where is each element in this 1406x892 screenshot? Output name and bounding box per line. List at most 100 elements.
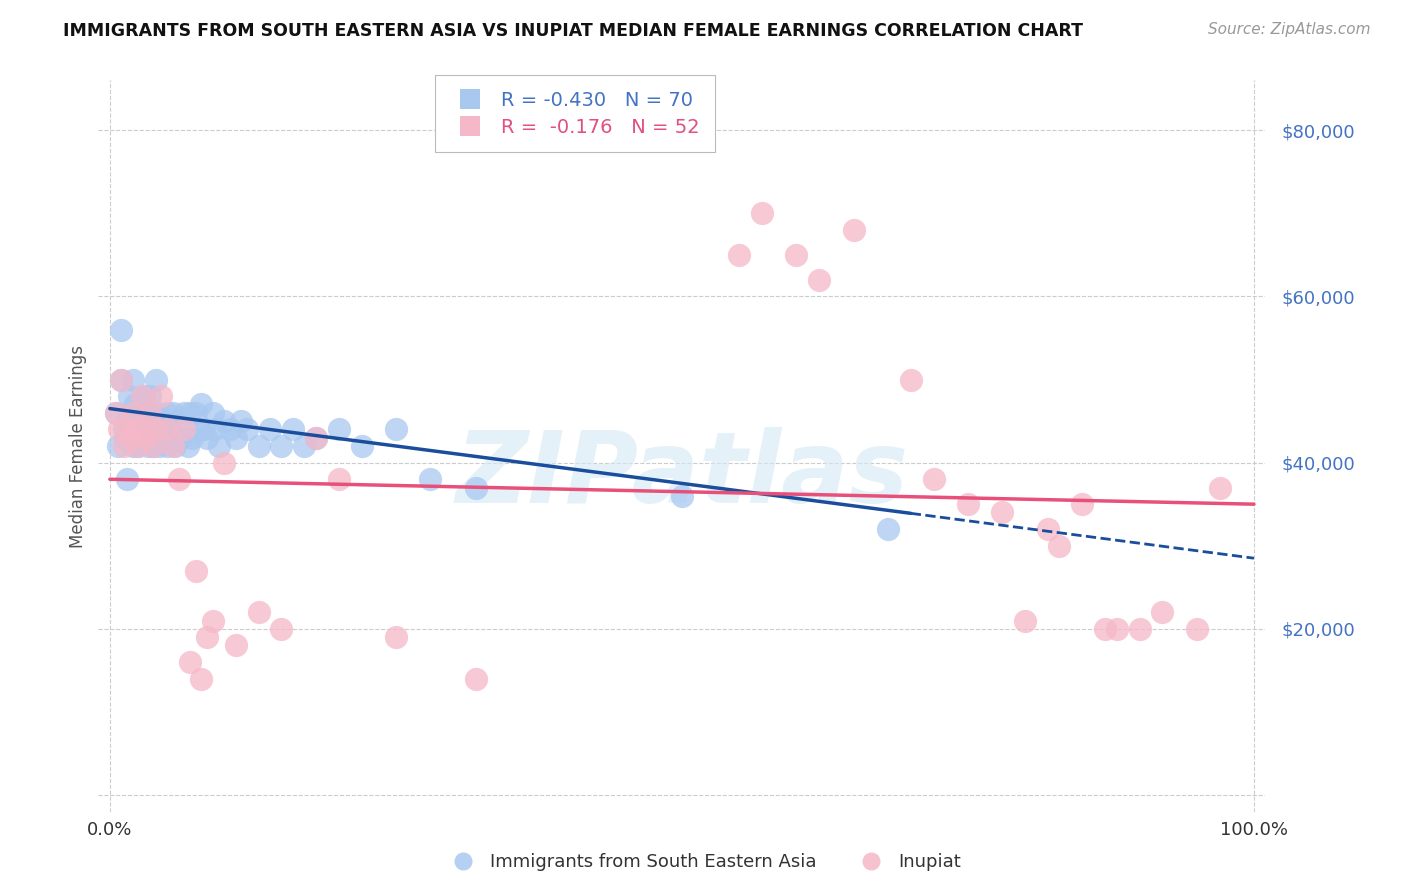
Point — [127, 439, 149, 453]
Point — [1094, 622, 1116, 636]
Point — [350, 439, 373, 453]
Point — [104, 406, 127, 420]
Point — [150, 414, 173, 428]
Point — [184, 564, 207, 578]
Point — [181, 431, 204, 445]
Point — [190, 397, 212, 411]
Point — [112, 439, 135, 453]
Point — [225, 431, 247, 445]
Point — [162, 439, 184, 453]
Point — [204, 422, 226, 436]
Point — [184, 406, 207, 420]
Point — [145, 422, 167, 436]
Point — [1152, 605, 1174, 619]
Point — [118, 389, 141, 403]
Point — [1128, 622, 1150, 636]
Point — [125, 422, 148, 436]
Point — [225, 639, 247, 653]
Point — [165, 439, 187, 453]
Point — [842, 223, 865, 237]
Point — [110, 323, 132, 337]
Point — [167, 472, 190, 486]
Point — [305, 431, 328, 445]
Point — [292, 439, 315, 453]
Point — [922, 472, 945, 486]
Point — [104, 406, 127, 420]
Point — [808, 273, 831, 287]
Point — [1014, 614, 1036, 628]
Point — [121, 439, 143, 453]
Point — [156, 439, 179, 453]
Point — [465, 481, 488, 495]
Point — [131, 389, 153, 403]
Point — [219, 422, 242, 436]
Point — [120, 431, 142, 445]
Point — [281, 422, 304, 436]
Point — [127, 439, 149, 453]
Point — [385, 422, 408, 436]
Point — [152, 422, 174, 436]
Point — [121, 372, 143, 386]
Point — [134, 389, 156, 403]
Point — [121, 406, 143, 420]
Point — [179, 406, 201, 420]
Point — [139, 422, 162, 436]
Point — [195, 431, 218, 445]
Point — [124, 397, 146, 411]
Point — [259, 422, 281, 436]
Point — [139, 406, 162, 420]
Point — [131, 431, 153, 445]
Point — [142, 439, 165, 453]
Point — [328, 472, 350, 486]
Y-axis label: Median Female Earnings: Median Female Earnings — [69, 344, 87, 548]
Point — [135, 431, 157, 445]
Point — [135, 422, 157, 436]
Point — [270, 439, 292, 453]
Point — [139, 389, 162, 403]
Point — [129, 414, 152, 428]
Legend: Immigrants from South Eastern Asia, Inupiat: Immigrants from South Eastern Asia, Inup… — [437, 847, 969, 879]
Point — [110, 372, 132, 386]
Point — [115, 414, 138, 428]
Point — [110, 372, 132, 386]
Point — [112, 422, 135, 436]
Legend: R = -0.430   N = 70, R =  -0.176   N = 52: R = -0.430 N = 70, R = -0.176 N = 52 — [434, 75, 716, 153]
Point — [201, 614, 224, 628]
Text: IMMIGRANTS FROM SOUTH EASTERN ASIA VS INUPIAT MEDIAN FEMALE EARNINGS CORRELATION: IMMIGRANTS FROM SOUTH EASTERN ASIA VS IN… — [63, 22, 1083, 40]
Point — [188, 422, 211, 436]
Point — [1208, 481, 1230, 495]
Point — [195, 630, 218, 644]
Point — [465, 672, 488, 686]
Point — [190, 672, 212, 686]
Point — [207, 439, 229, 453]
Point — [991, 506, 1014, 520]
Point — [179, 655, 201, 669]
Point — [385, 630, 408, 644]
Point — [671, 489, 693, 503]
Point — [214, 414, 236, 428]
Point — [107, 439, 129, 453]
Point — [247, 439, 270, 453]
Point — [956, 497, 979, 511]
Point — [141, 406, 163, 420]
Point — [247, 605, 270, 619]
Point — [142, 439, 165, 453]
Point — [173, 422, 195, 436]
Point — [270, 622, 292, 636]
Point — [214, 456, 236, 470]
Point — [419, 472, 441, 486]
Point — [124, 422, 146, 436]
Point — [156, 422, 179, 436]
Point — [127, 406, 149, 420]
Point — [146, 406, 169, 420]
Point — [1071, 497, 1094, 511]
Point — [201, 406, 224, 420]
Point — [114, 431, 136, 445]
Point — [120, 422, 142, 436]
Point — [108, 422, 131, 436]
Point — [145, 372, 167, 386]
Point — [1036, 522, 1059, 536]
Point — [231, 414, 253, 428]
Point — [167, 414, 190, 428]
Point — [173, 406, 195, 420]
